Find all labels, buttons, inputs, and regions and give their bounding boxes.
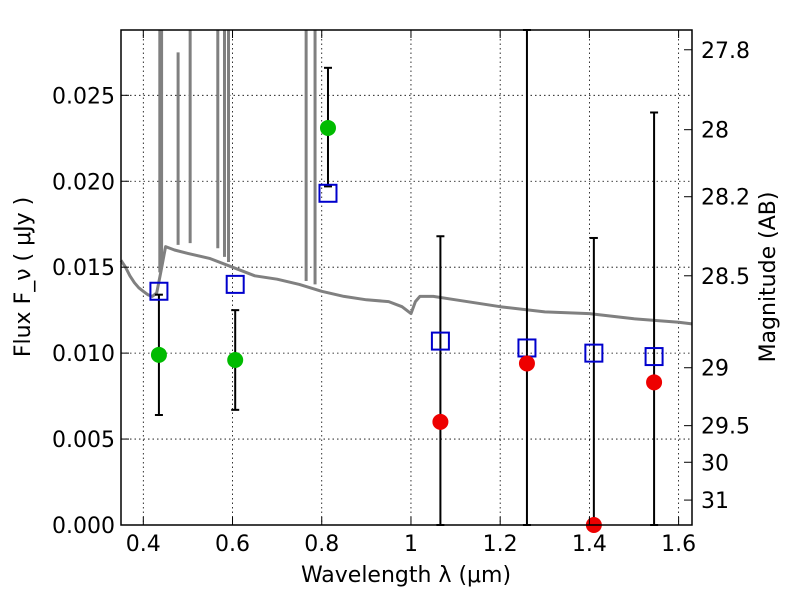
non-detection-point [432, 413, 449, 430]
model-flux-square [644, 347, 664, 367]
right-tick-label: 31 [701, 489, 729, 514]
x-tick-label: 0.8 [304, 532, 339, 557]
right-tick-label: 28.5 [701, 265, 750, 290]
x-tick-label: 1.6 [661, 532, 696, 557]
model-flux-square [584, 343, 604, 363]
right-tick-label: 27.8 [701, 39, 750, 64]
non-detection-point [518, 355, 535, 372]
y-axis-title: Flux F_ν ( μJy ) [11, 197, 36, 357]
x-axis-title: Wavelength λ (μm) [301, 563, 511, 588]
detection-point [150, 346, 167, 363]
x-tick-label: 1 [404, 532, 418, 557]
y-tick-label: 0.005 [52, 428, 115, 453]
tick-layer: 0.4 0.6 0.8 1 1.2 1.4 1.6 0.000 0.005 0.010 0.015 0… [52, 30, 750, 557]
right-tick-label: 30 [701, 451, 729, 476]
x-tick-label: 1.4 [572, 532, 607, 557]
model-flux-square [318, 183, 338, 203]
y-tick-label: 0.015 [52, 256, 115, 281]
model-flux-square [149, 281, 169, 301]
right-tick-label: 29 [701, 357, 729, 382]
x-tick-label: 0.6 [215, 532, 250, 557]
spectrum-layer [119, 30, 693, 326]
y-tick-label: 0.025 [52, 84, 115, 109]
y-tick-label: 0.000 [52, 514, 115, 539]
y-tick-label: 0.020 [52, 170, 115, 195]
x-tick-label: 1.2 [483, 532, 518, 557]
errorbar-layer [154, 29, 659, 526]
right-tick-label: 28.2 [701, 186, 750, 211]
marker-layer [149, 119, 664, 533]
plot-frame [120, 29, 693, 526]
y-tick-label: 0.010 [52, 342, 115, 367]
model-flux-square [430, 331, 450, 351]
right-axis-title: Magnitude (AB) [756, 192, 781, 363]
spectrum-line [119, 245, 693, 326]
non-detection-point [646, 374, 663, 391]
right-tick-label: 29.5 [701, 415, 750, 440]
detection-point [227, 352, 244, 368]
model-flux-square [225, 274, 245, 294]
right-tick-label: 28 [701, 119, 729, 144]
x-tick-label: 0.4 [126, 532, 161, 557]
detection-point [319, 119, 336, 136]
grid-layer [121, 30, 692, 526]
